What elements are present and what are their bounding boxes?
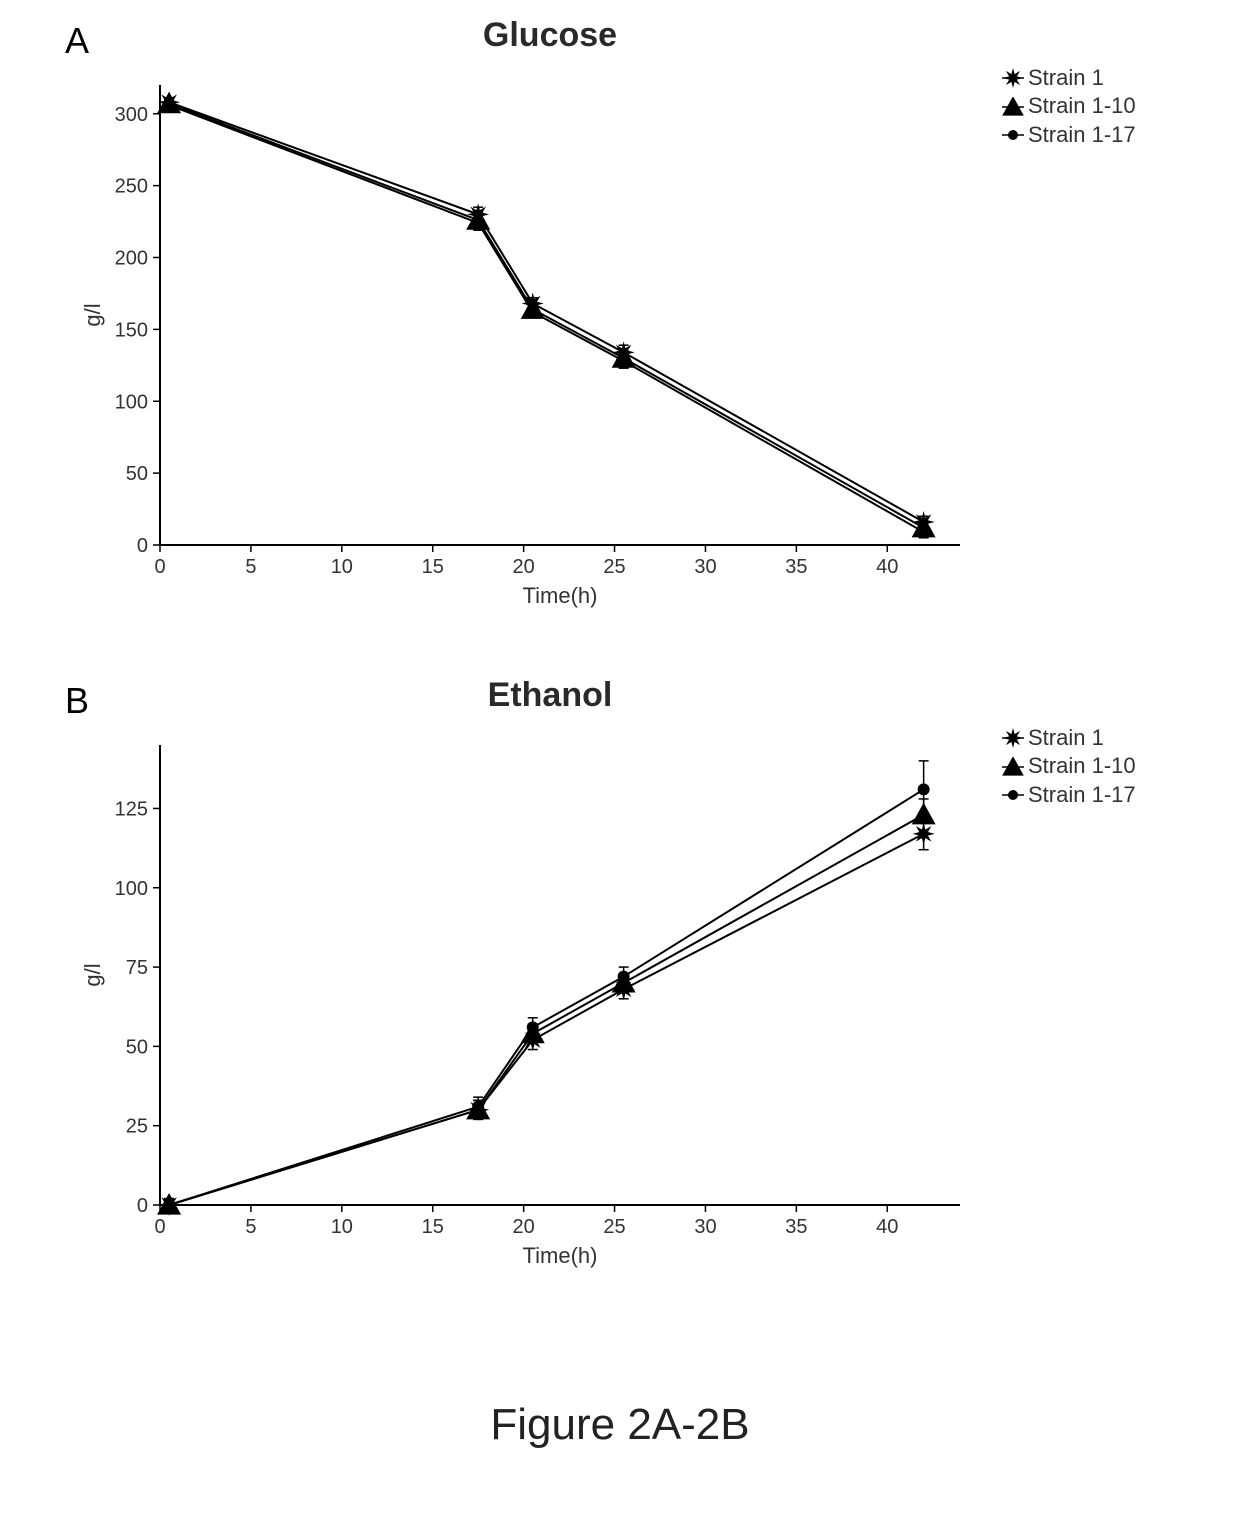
svg-text:15: 15 [422,1216,444,1238]
svg-text:5: 5 [245,1216,256,1238]
legend-item-strain1-10: Strain 1-10 [1000,753,1136,779]
legend-label: Strain 1 [1028,725,1104,751]
svg-text:200: 200 [115,248,148,270]
legend-item-strain1: Strain 1 [1000,725,1136,751]
legend-label: Strain 1-10 [1028,93,1136,119]
svg-text:g/l: g/l [80,963,105,986]
svg-text:30: 30 [694,1216,716,1238]
svg-text:40: 40 [876,1216,898,1238]
legend-b: Strain 1 Strain 1-10 Strain 1-17 [1000,725,1136,810]
svg-text:20: 20 [513,556,535,578]
svg-text:10: 10 [331,556,353,578]
svg-text:250: 250 [115,176,148,198]
star-icon [1000,68,1026,88]
svg-text:35: 35 [785,556,807,578]
svg-text:5: 5 [245,556,256,578]
svg-text:50: 50 [126,463,148,485]
svg-text:10: 10 [331,1216,353,1238]
legend-a: Strain 1 Strain 1-10 Strain 1-17 [1000,65,1136,150]
svg-text:20: 20 [513,1216,535,1238]
svg-text:75: 75 [126,957,148,979]
triangle-icon [1000,757,1026,777]
svg-text:0: 0 [137,1195,148,1217]
star-icon [1000,728,1026,748]
svg-text:Time(h): Time(h) [523,583,598,608]
svg-text:30: 30 [694,556,716,578]
svg-text:25: 25 [603,1216,625,1238]
svg-text:40: 40 [876,556,898,578]
svg-text:50: 50 [126,1036,148,1058]
legend-label: Strain 1-10 [1028,753,1136,779]
legend-item-strain1-17: Strain 1-17 [1000,122,1136,148]
legend-label: Strain 1-17 [1028,122,1136,148]
svg-text:g/l: g/l [80,303,105,326]
legend-item-strain1: Strain 1 [1000,65,1136,91]
figure-page: A Glucose 051015202530354005010015020025… [0,0,1240,1535]
triangle-icon [1000,97,1026,117]
figure-caption: Figure 2A-2B [0,1400,1240,1450]
legend-label: Strain 1-17 [1028,782,1136,808]
svg-text:100: 100 [115,391,148,413]
svg-text:100: 100 [115,878,148,900]
svg-text:35: 35 [785,1216,807,1238]
legend-label: Strain 1 [1028,65,1104,91]
legend-item-strain1-17: Strain 1-17 [1000,782,1136,808]
svg-text:25: 25 [603,556,625,578]
legend-item-strain1-10: Strain 1-10 [1000,93,1136,119]
svg-text:15: 15 [422,556,444,578]
svg-text:0: 0 [154,556,165,578]
svg-text:300: 300 [115,104,148,126]
svg-text:25: 25 [126,1116,148,1138]
circle-icon [1000,785,1026,805]
svg-text:0: 0 [137,535,148,557]
svg-text:Time(h): Time(h) [523,1243,598,1268]
circle-icon [1000,125,1026,145]
svg-text:0: 0 [154,1216,165,1238]
svg-text:125: 125 [115,798,148,820]
svg-text:150: 150 [115,319,148,341]
